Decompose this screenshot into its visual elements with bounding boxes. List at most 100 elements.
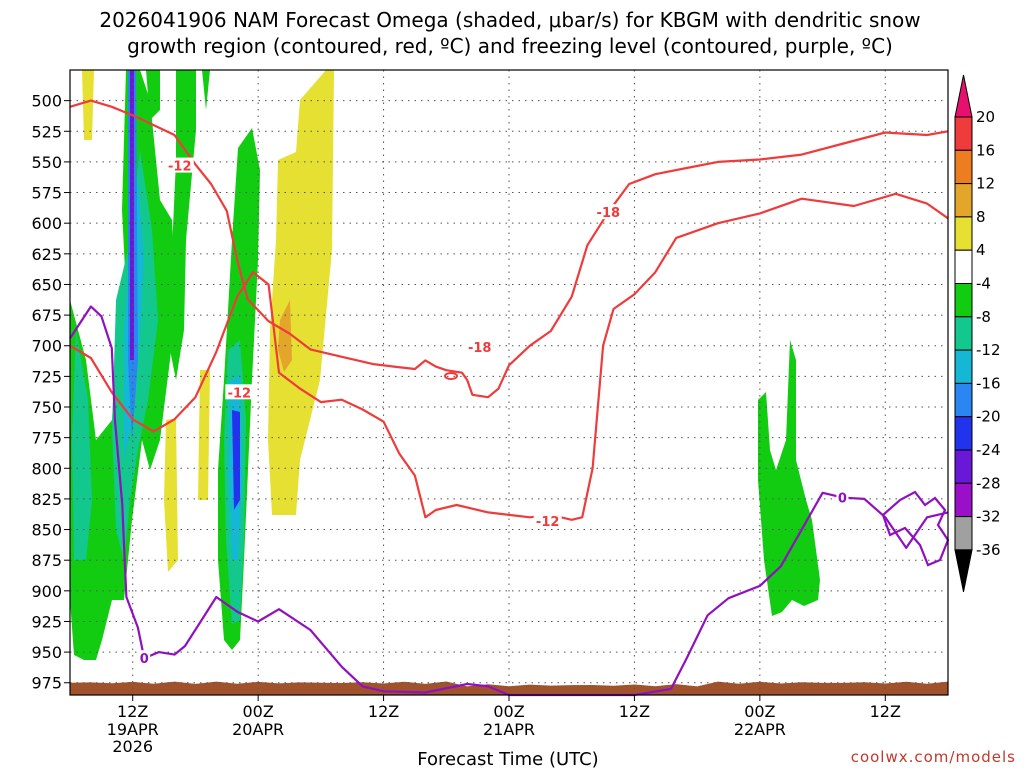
colorbar-segment [954, 516, 973, 551]
contour-label-bg [533, 512, 562, 528]
contour-label-bg [465, 338, 494, 354]
colorbar-segment [954, 283, 973, 318]
colorbar-label: 20 [976, 108, 995, 126]
freezing-level-contour [69, 305, 949, 697]
colorbar-label: 12 [976, 175, 995, 193]
contour-label: -12 [228, 386, 252, 401]
x-tick-label: 00Z [493, 702, 524, 721]
colorbar-segment [954, 216, 973, 251]
omega-negative-region [202, 70, 210, 110]
contour-label-bg [836, 489, 849, 505]
colorbar-label: -36 [976, 541, 1001, 559]
omega-strong-region [72, 330, 92, 560]
x-tick-date: 21APR [483, 720, 535, 739]
y-tick-label: 675 [31, 306, 62, 325]
colorbar-label: -12 [976, 341, 1001, 359]
title-line-2: growth region (contoured, red, ºC) and f… [127, 34, 893, 58]
y-tick-label: 775 [31, 429, 62, 448]
colorbar-label: 8 [976, 208, 986, 226]
contours: -12 -18 -18 -12 -12 0 0 [69, 99, 950, 697]
x-tick-label: 12Z [870, 702, 901, 721]
y-tick-label: 825 [31, 490, 62, 509]
y-tick-label: 575 [31, 184, 62, 203]
colorbar-label: -4 [976, 275, 991, 293]
title-line-1: 2026041906 NAM Forecast Omega (shaded, μ… [99, 8, 920, 32]
colorbar: 20 16 12 8 4 -4 -8 -12 -16 -20 -24 -28 -32 -36 [954, 74, 1001, 592]
colorbar-segment [954, 416, 973, 451]
omega-positive-region [198, 370, 210, 500]
contour-label: -18 [468, 341, 492, 356]
x-tick-label: 12Z [117, 702, 148, 721]
x-tick-year: 2026 [112, 737, 153, 756]
omega-negative-region [758, 340, 820, 616]
freezing-level-loop [881, 490, 950, 567]
colorbar-segment [954, 149, 973, 185]
y-tick-label: 725 [31, 367, 62, 386]
y-tick-label: 875 [31, 551, 62, 570]
contour-label: 0 [838, 492, 847, 507]
colorbar-label: -28 [976, 474, 1001, 492]
y-tick-label: 700 [31, 337, 62, 356]
y-tick-label: 800 [31, 459, 62, 478]
y-axis: 500 525 550 575 600 625 650 675 700 725 750 775 800 8… [31, 92, 70, 693]
y-tick-label: 950 [31, 643, 62, 662]
contour-label-bg [165, 157, 194, 173]
contour-label: -12 [168, 160, 192, 175]
x-tick-date: 19APR [107, 720, 159, 739]
colorbar-segment [954, 349, 973, 384]
colorbar-label: -32 [976, 508, 1001, 526]
colorbar-label: -20 [976, 408, 1001, 426]
contour-label: -12 [536, 515, 560, 530]
y-tick-label: 625 [31, 245, 62, 264]
x-axis-label: Forecast Time (UTC) [417, 749, 598, 768]
colorbar-segment [954, 482, 973, 518]
dendritic-small-loop [444, 372, 458, 380]
y-tick-label: 900 [31, 582, 62, 601]
omega-positive-region [164, 418, 178, 572]
y-tick-label: 525 [31, 122, 62, 141]
x-tick-label: 00Z [744, 702, 775, 721]
colorbar-label: 16 [976, 141, 995, 159]
colorbar-segment [954, 249, 973, 284]
colorbar-label: -24 [976, 441, 1001, 459]
contour-label: 0 [140, 652, 149, 667]
colorbar-segment [954, 183, 973, 218]
y-tick-label: 850 [31, 521, 62, 540]
y-tick-label: 975 [31, 674, 62, 693]
colorbar-segment [954, 316, 973, 351]
y-tick-label: 500 [31, 92, 62, 111]
y-tick-label: 925 [31, 612, 62, 631]
colorbar-segment [954, 449, 973, 484]
omega-positive-region [278, 300, 292, 372]
contour-label: -18 [597, 206, 621, 221]
contour-label-bg [594, 204, 623, 220]
credit-text: coolwx.com/models [851, 748, 1016, 766]
colorbar-label: -8 [976, 308, 991, 326]
x-tick-label: 12Z [619, 702, 650, 721]
omega-negative-region [168, 70, 196, 380]
colorbar-label: 4 [976, 241, 986, 259]
colorbar-label: -16 [976, 374, 1001, 392]
y-tick-label: 550 [31, 153, 62, 172]
dendritic-contour-minus12 [69, 192, 949, 521]
omega-negative-region [146, 70, 160, 120]
omega-shading [70, 70, 820, 660]
colorbar-segment [954, 382, 973, 418]
grid [70, 70, 948, 695]
x-tick-label: 00Z [242, 702, 273, 721]
omega-positive-region [82, 70, 94, 140]
y-tick-label: 650 [31, 275, 62, 294]
contour-label-bg [225, 384, 254, 400]
omega-strong-region [232, 410, 240, 510]
x-tick-label: 12Z [368, 702, 399, 721]
x-tick-date: 20APR [232, 720, 284, 739]
colorbar-segment [954, 116, 973, 151]
contour-label-bg [138, 650, 151, 666]
y-tick-label: 600 [31, 214, 62, 233]
colorbar-bottom-arrow [954, 549, 973, 592]
omega-positive-region [268, 70, 334, 515]
